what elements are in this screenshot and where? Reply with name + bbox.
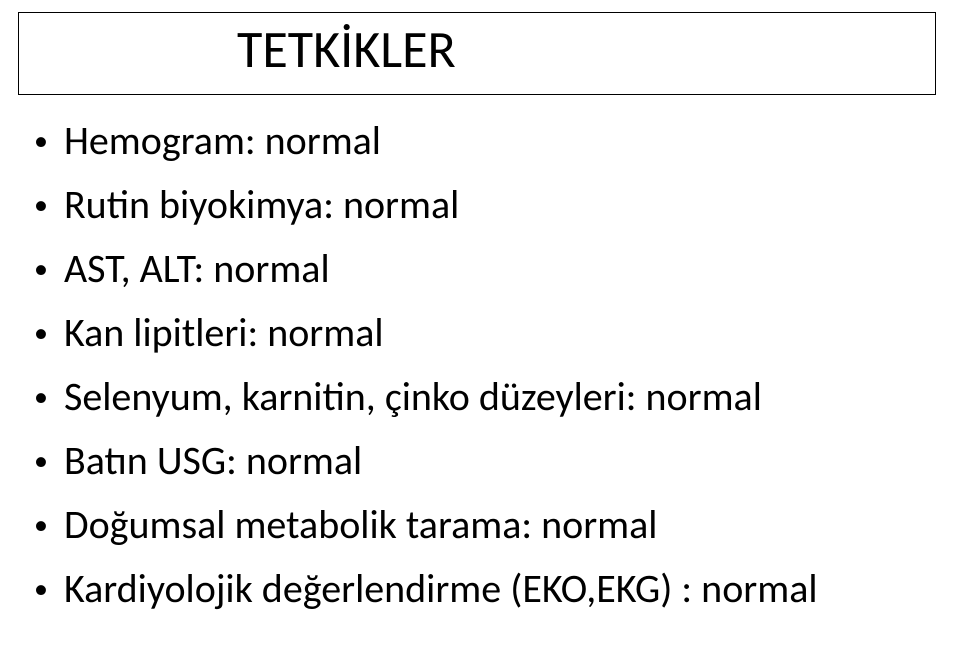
bullet-icon: •	[34, 564, 48, 614]
list-item: • AST, ALT: normal	[34, 244, 930, 294]
list-item: • Rutin biyokimya: normal	[34, 180, 930, 230]
bullet-text: Rutin biyokimya: normal	[64, 180, 459, 230]
title-box: TETKİKLER	[18, 12, 936, 95]
list-item: • Selenyum, karnitin, çinko düzeyleri: n…	[34, 372, 930, 422]
list-item: • Kardiyolojik değerlendirme (EKO,EKG) :…	[34, 564, 930, 614]
bullet-text: Selenyum, karnitin, çinko düzeyleri: nor…	[64, 372, 762, 422]
slide: TETKİKLER • Hemogram: normal • Rutin biy…	[0, 0, 960, 646]
bullet-text: Kan lipitleri: normal	[64, 308, 384, 358]
bullet-text: AST, ALT: normal	[64, 244, 330, 294]
bullet-icon: •	[34, 244, 48, 294]
list-item: • Batın USG: normal	[34, 436, 930, 486]
bullet-icon: •	[34, 308, 48, 358]
bullet-icon: •	[34, 116, 48, 166]
list-item: • Kan lipitleri: normal	[34, 308, 930, 358]
list-item: • Doğumsal metabolik tarama: normal	[34, 500, 930, 550]
bullet-text: Hemogram: normal	[64, 116, 381, 166]
slide-title: TETKİKLER	[19, 21, 935, 78]
bullet-icon: •	[34, 372, 48, 422]
bullet-list: • Hemogram: normal • Rutin biyokimya: no…	[34, 116, 930, 628]
bullet-text: Kardiyolojik değerlendirme (EKO,EKG) : n…	[64, 564, 818, 614]
list-item: • Hemogram: normal	[34, 116, 930, 166]
bullet-text: Doğumsal metabolik tarama: normal	[64, 500, 658, 550]
bullet-icon: •	[34, 500, 48, 550]
bullet-icon: •	[34, 180, 48, 230]
bullet-icon: •	[34, 436, 48, 486]
bullet-text: Batın USG: normal	[64, 436, 362, 486]
